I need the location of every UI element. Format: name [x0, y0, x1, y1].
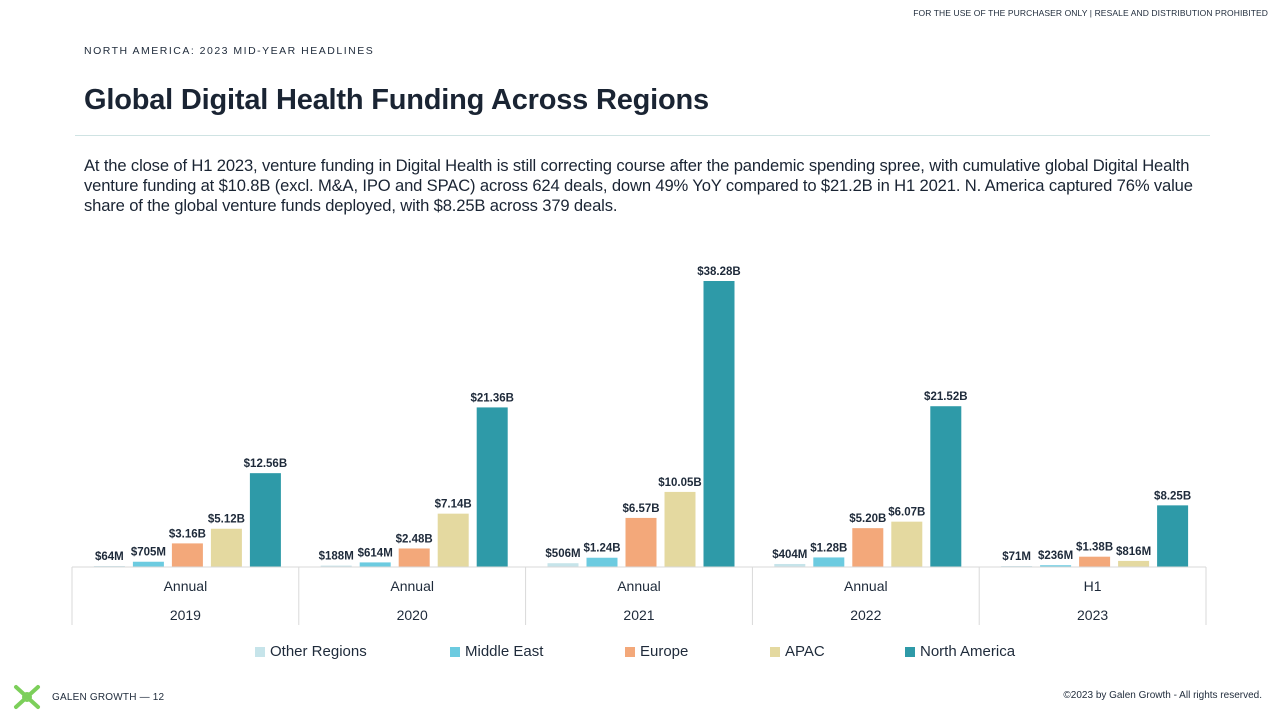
legend-item: Europe [625, 643, 688, 660]
x-tick-label-period: Annual [617, 578, 661, 594]
data-label: $404M [772, 549, 807, 561]
data-label: $705M [131, 547, 166, 559]
legend-item: Other Regions [255, 643, 367, 660]
legend-item: Middle East [450, 643, 543, 660]
data-label: $12.56B [244, 458, 287, 470]
data-label: $7.14B [435, 499, 472, 511]
bar [703, 281, 735, 567]
data-label: $5.12B [208, 514, 245, 526]
data-label: $1.38B [1076, 542, 1113, 554]
bar [171, 543, 203, 567]
legend-label: APAC [785, 643, 825, 660]
bar [891, 521, 923, 567]
legend-swatch [255, 646, 265, 657]
legend-item: APAC [770, 643, 825, 660]
bar [586, 557, 618, 567]
summary-paragraph: At the close of H1 2023, venture funding… [84, 156, 1193, 215]
x-tick-label-year: 2022 [850, 607, 881, 623]
data-label: $2.48B [396, 533, 433, 545]
bar [547, 563, 579, 567]
data-label: $21.36B [470, 392, 513, 404]
data-label: $506M [545, 548, 580, 560]
data-label: $71M [1002, 551, 1031, 563]
x-tick-label-year: 2021 [623, 607, 654, 623]
legend-swatch [625, 646, 635, 657]
data-label: $1.24B [583, 543, 620, 555]
bar [437, 513, 469, 567]
data-label: $38.28B [697, 266, 740, 278]
data-label: $6.57B [622, 503, 659, 515]
bar [774, 563, 806, 567]
section-kicker: NORTH AMERICA: 2023 MID-YEAR HEADLINES [84, 45, 375, 57]
bar [1040, 565, 1072, 567]
bar [664, 491, 696, 567]
bar [359, 562, 391, 567]
data-label: $614M [358, 547, 393, 559]
data-label: $64M [95, 551, 124, 563]
x-tick-label-year: 2020 [397, 607, 428, 623]
data-label: $816M [1116, 546, 1151, 558]
title-divider [75, 135, 1210, 136]
data-label: $10.05B [658, 477, 701, 489]
legend-item: North America [905, 643, 1015, 660]
brand-page-number: GALEN GROWTH — 12 [52, 691, 165, 703]
x-tick-label-year: 2023 [1077, 607, 1108, 623]
galen-growth-logo-icon [14, 685, 40, 709]
data-label: $5.20B [849, 513, 886, 525]
data-label: $1.28B [810, 542, 847, 554]
bar [625, 517, 657, 567]
legend-label: North America [920, 643, 1016, 660]
bar [320, 565, 352, 567]
bar [1118, 560, 1150, 567]
bar [1157, 505, 1189, 567]
bar [852, 528, 884, 567]
x-tick-label-year: 2019 [170, 607, 201, 623]
legend-label: Other Regions [270, 643, 367, 660]
bar [930, 406, 962, 567]
footer-brand: GALEN GROWTH — 12 [12, 683, 164, 711]
disclaimer: FOR THE USE OF THE PURCHASER ONLY | RESA… [913, 8, 1268, 18]
page-title: Global Digital Health Funding Across Reg… [84, 84, 709, 116]
bar [249, 473, 281, 567]
bar [132, 561, 164, 567]
copyright: ©2023 by Galen Growth - All rights reser… [1063, 690, 1262, 701]
x-tick-label-period: Annual [844, 578, 888, 594]
x-tick-label-period: Annual [390, 578, 434, 594]
bar [476, 407, 508, 567]
data-label: $3.16B [169, 528, 206, 540]
data-label: $21.52B [924, 391, 967, 403]
data-label: $236M [1038, 550, 1073, 562]
legend-label: Europe [640, 643, 689, 660]
bar [398, 548, 430, 567]
bar [813, 557, 845, 567]
data-label: $6.07B [888, 507, 925, 519]
bar [210, 528, 242, 567]
x-tick-label-period: Annual [164, 578, 208, 594]
bar [1079, 556, 1111, 567]
legend-label: Middle East [465, 643, 544, 660]
data-label: $188M [319, 551, 354, 563]
legend-swatch [450, 646, 460, 657]
data-label: $8.25B [1154, 490, 1191, 502]
x-tick-label-period: H1 [1084, 578, 1102, 594]
legend-swatch [770, 646, 780, 657]
legend-swatch [905, 646, 915, 657]
